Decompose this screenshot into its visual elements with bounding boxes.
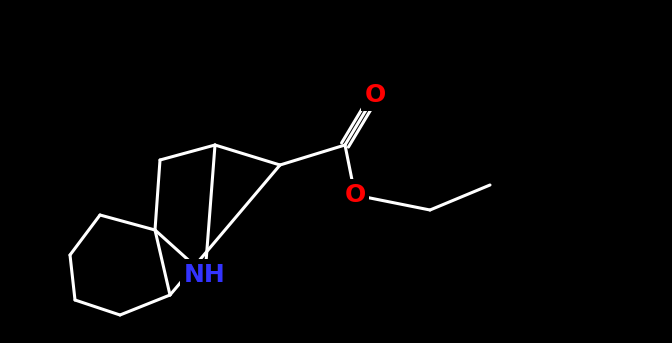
Text: O: O: [344, 183, 366, 207]
Text: NH: NH: [184, 263, 226, 287]
Text: O: O: [364, 83, 386, 107]
